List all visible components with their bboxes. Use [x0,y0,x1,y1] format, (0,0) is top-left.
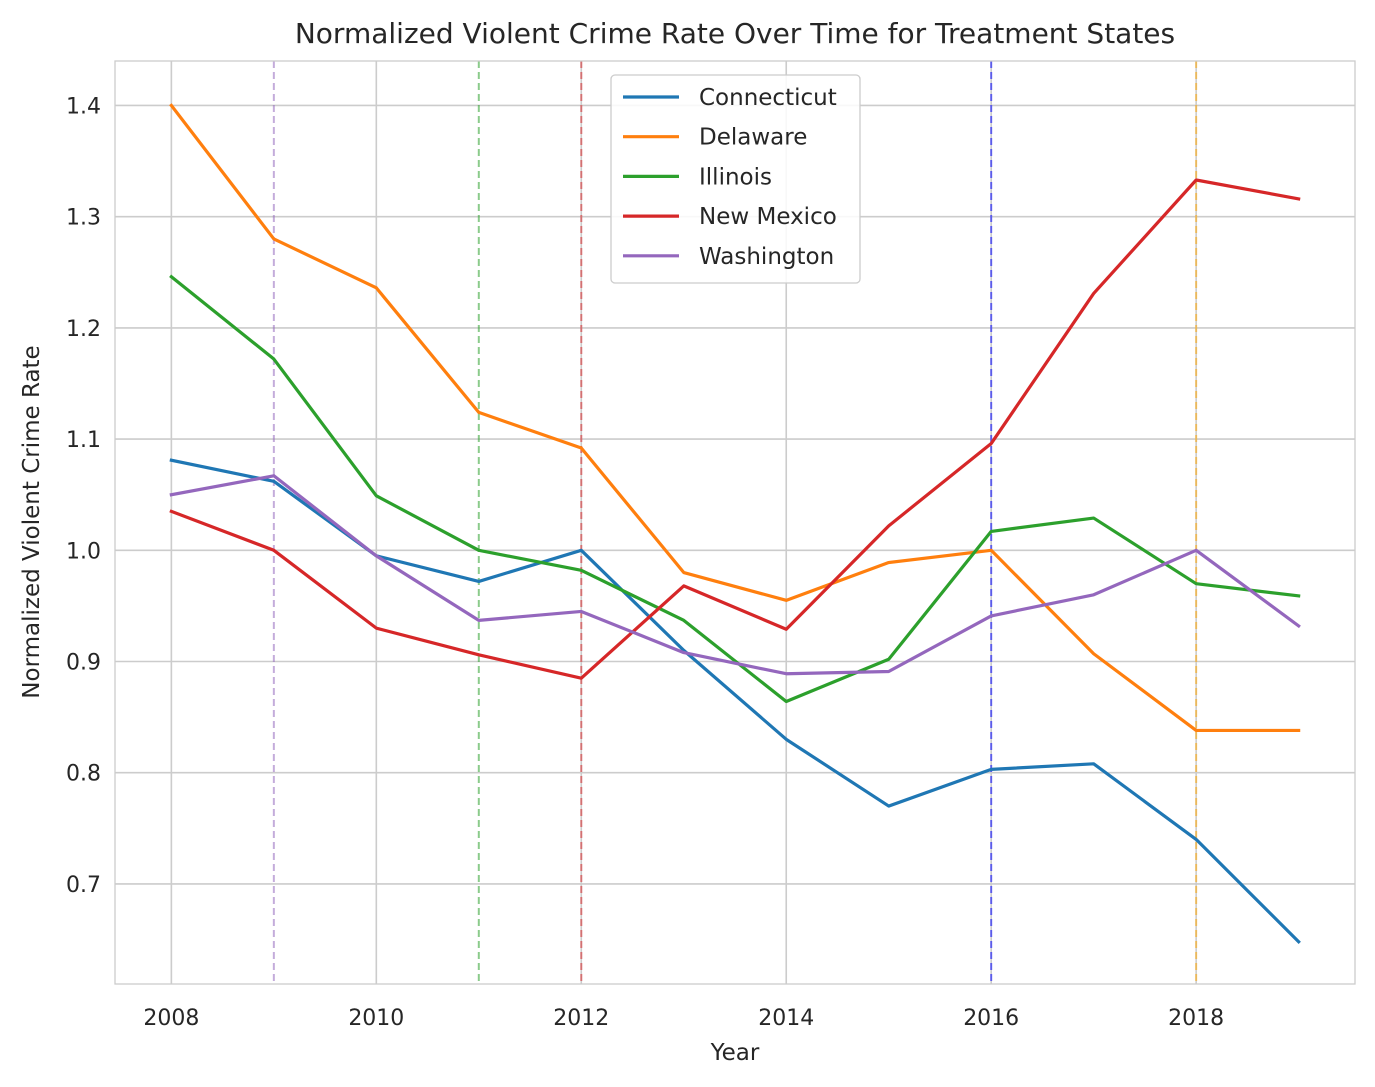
y-tick-label: 0.7 [66,873,101,898]
y-tick-label: 1.2 [66,317,101,342]
x-tick-label: 2008 [143,1006,199,1031]
plot-frame [114,60,1356,985]
series-layer [169,103,1301,945]
legend-label-illinois: Illinois [699,164,772,190]
x-tick-label: 2010 [348,1006,404,1031]
y-tick-label: 1.3 [66,206,101,231]
x-tick-label: 2012 [553,1006,609,1031]
x-tick-label: 2016 [963,1006,1019,1031]
y-tick-label: 1.0 [66,539,101,564]
legend-label-new-mexico: New Mexico [699,204,837,230]
y-tick-label: 1.1 [66,428,101,453]
legend: Connecticut Delaware Illinois New Mexico Was… [610,74,861,284]
y-axis-title: Normalized Violent Crime Rate [19,345,45,698]
y-tick-label: 1.4 [66,94,101,119]
x-tick-label: 2014 [758,1006,814,1031]
legend-box [610,74,861,284]
y-axis-ticks: 0.7 0.8 0.9 1.0 1.1 1.2 1.3 1.4 [66,94,101,897]
legend-label-connecticut: Connecticut [699,85,837,111]
x-tick-label: 2018 [1168,1006,1224,1031]
legend-label-washington: Washington [699,244,834,270]
series-line-delaware [169,103,1301,733]
series-line-illinois [169,274,1301,704]
x-axis-title: Year [710,1040,760,1066]
chart-title: Normalized Violent Crime Rate Over Time … [295,17,1175,50]
series-line-new-mexico [169,178,1301,680]
series-line-washington [169,474,1301,676]
y-tick-label: 0.8 [66,762,101,787]
legend-label-delaware: Delaware [699,125,807,151]
y-tick-label: 0.9 [66,651,101,676]
x-axis-ticks: 2008 2010 2012 2014 2016 2018 [143,1006,1224,1031]
